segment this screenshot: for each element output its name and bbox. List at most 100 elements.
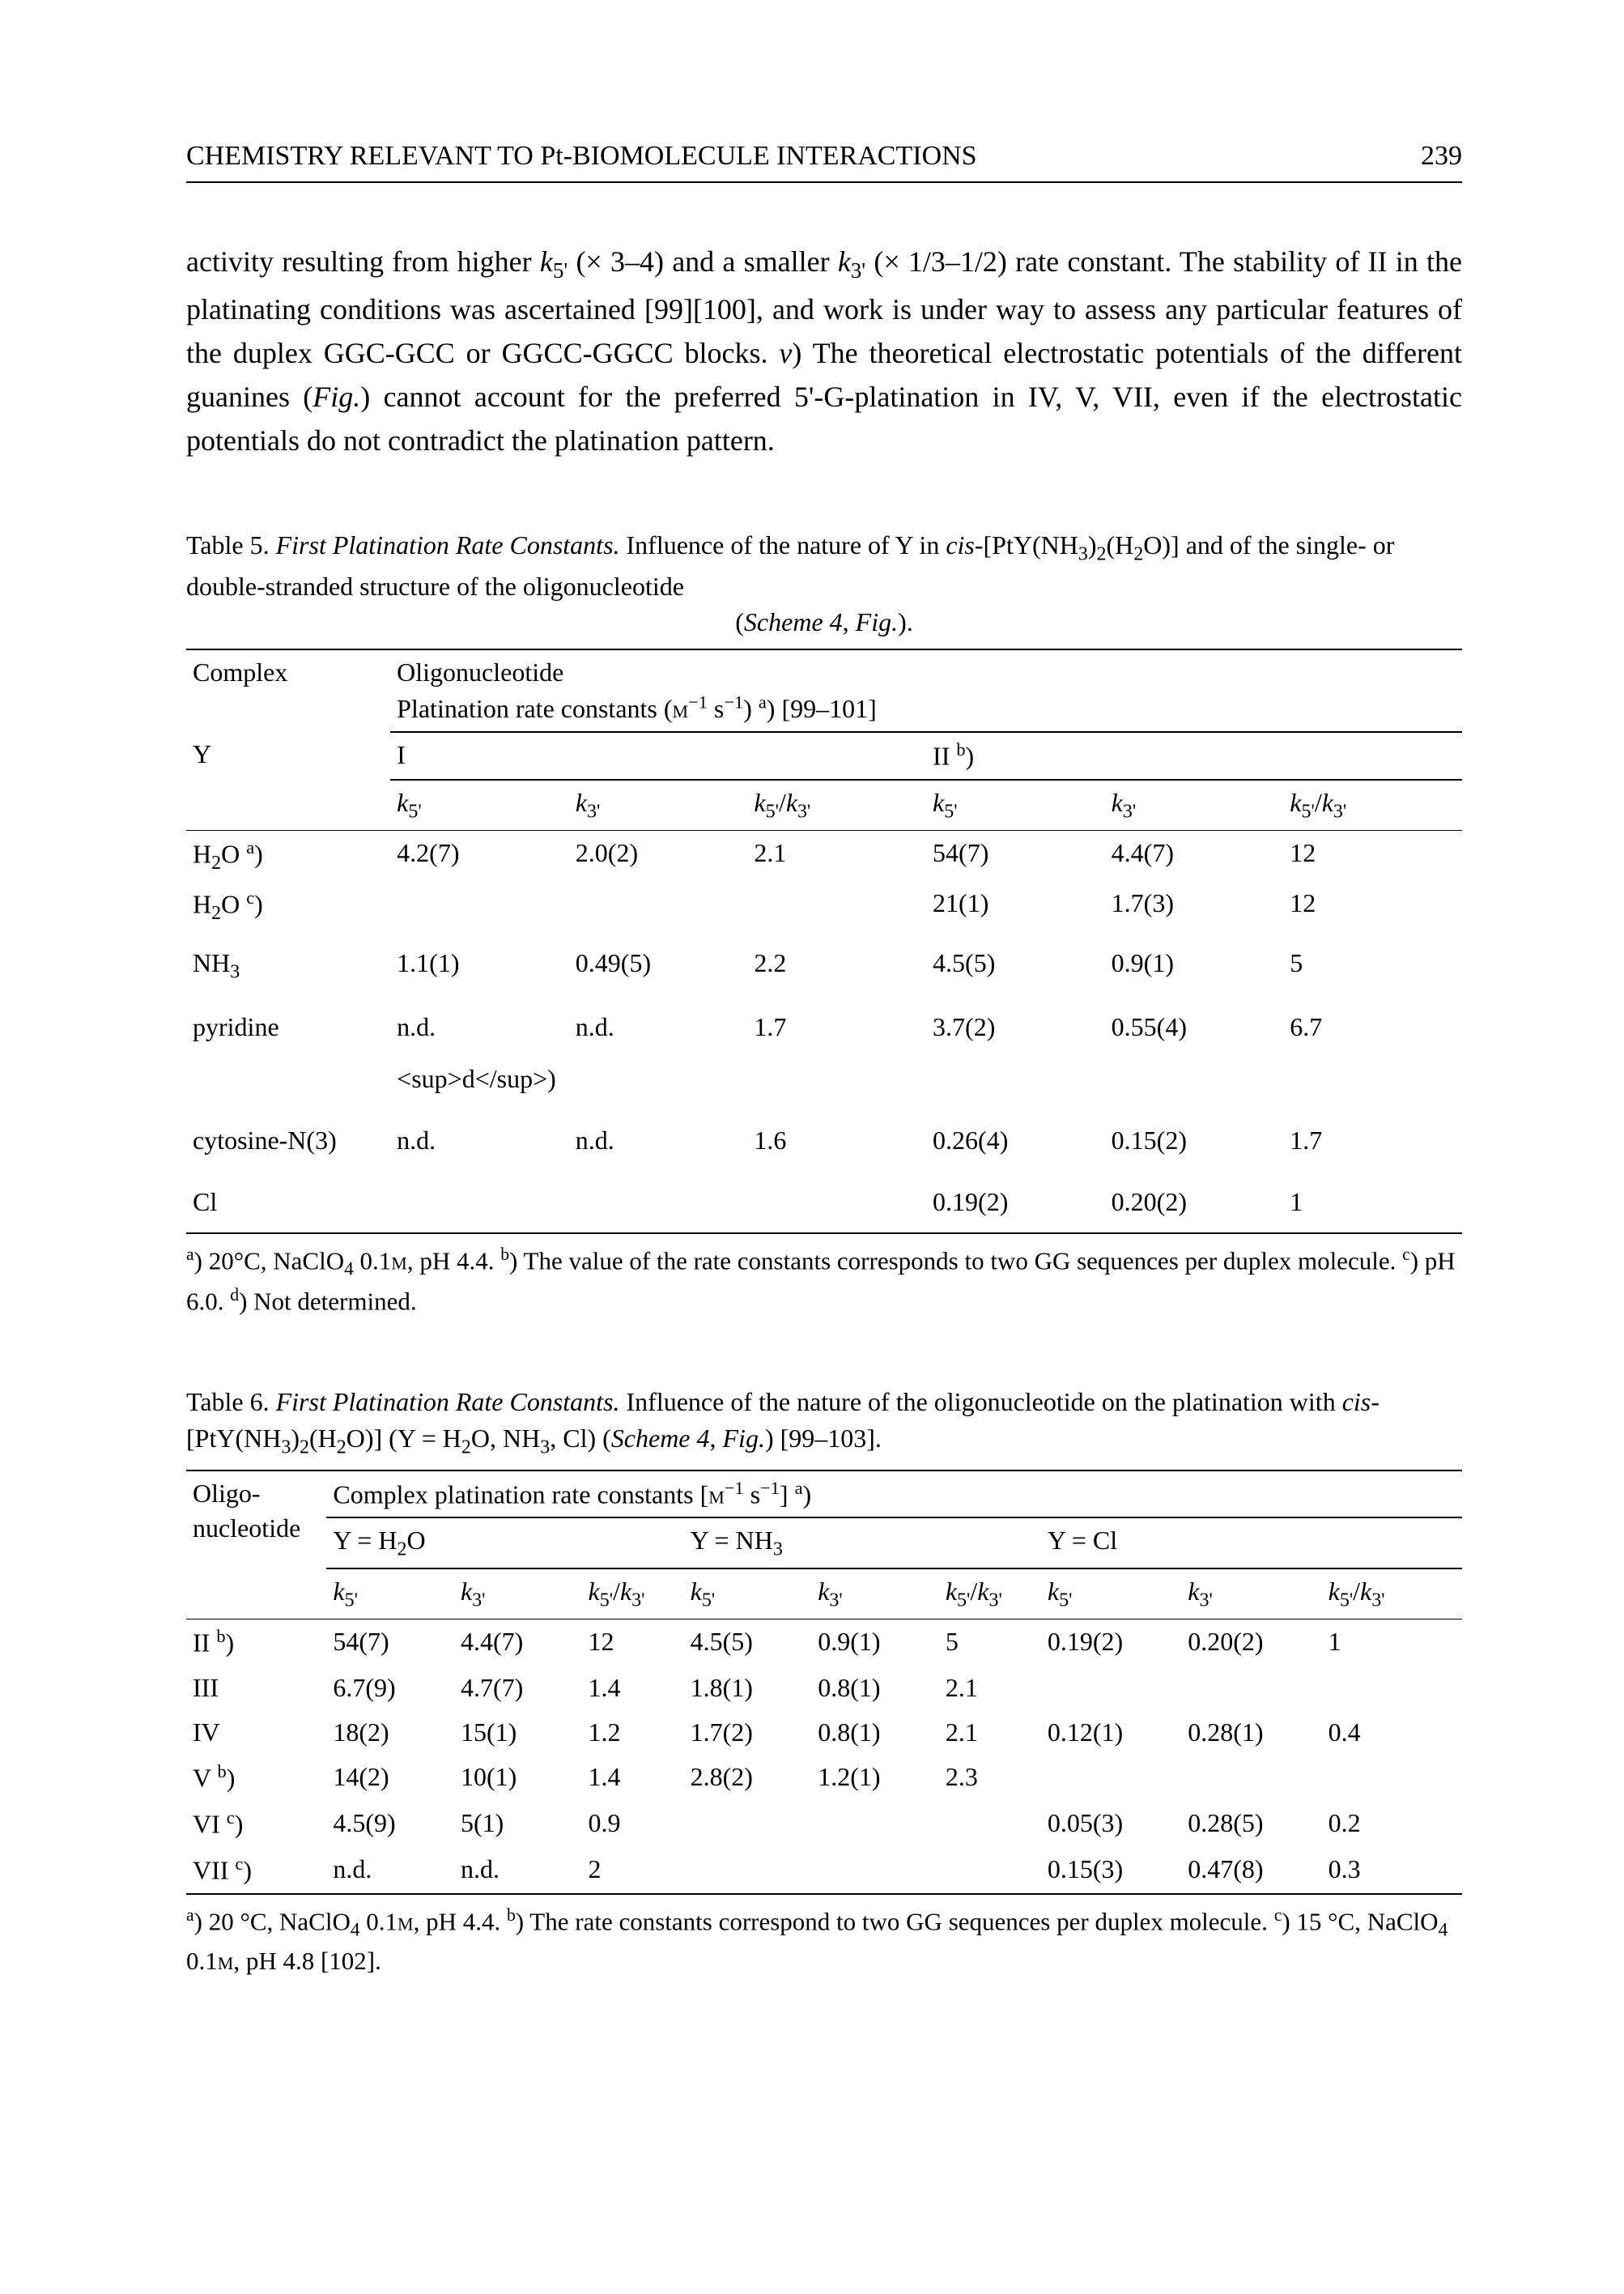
table-cell: 1.7(2): [684, 1710, 812, 1755]
table-cell: 15(1): [454, 1710, 582, 1755]
t5-h-k3-1: k3': [569, 780, 748, 830]
table-cell: 0.05(3): [1041, 1801, 1181, 1847]
table-cell: H2O c): [186, 881, 390, 931]
page: CHEMISTRY RELEVANT TO Pt-BIOMOLECULE INT…: [0, 0, 1624, 2294]
table-row: II b)54(7)4.4(7)124.5(5)0.9(1)50.19(2)0.…: [186, 1619, 1462, 1666]
table-cell: 0.9(1): [811, 1619, 939, 1666]
table-cell: 18(2): [326, 1710, 454, 1755]
table-cell: 4.4(7): [454, 1619, 582, 1666]
table-cell: n.d.: [454, 1847, 582, 1894]
table-cell: 1.4: [582, 1755, 684, 1801]
table-cell: 21(1): [926, 881, 1105, 931]
table-cell: 0.28(1): [1181, 1710, 1321, 1755]
table6-caption: Table 6. First Platination Rate Constant…: [186, 1384, 1462, 1462]
table-cell: 2.3: [939, 1755, 1041, 1801]
table-cell: [569, 881, 748, 931]
body-paragraph: activity resulting from higher k5' (× 3–…: [186, 240, 1462, 462]
table-cell: III: [186, 1666, 326, 1710]
table-cell: [1322, 1666, 1462, 1710]
table-cell: [939, 1801, 1041, 1847]
table-row: H2O a)4.2(7)2.0(2)2.154(7)4.4(7)12: [186, 830, 1462, 881]
table-cell: 5(1): [454, 1801, 582, 1847]
table-cell: 2.1: [939, 1710, 1041, 1755]
table-row: V b)14(2)10(1)1.42.8(2)1.2(1)2.3: [186, 1755, 1462, 1801]
table-cell: [1322, 1755, 1462, 1801]
table-cell: [1041, 1755, 1181, 1801]
table-cell: 0.8(1): [811, 1666, 939, 1710]
table-cell: VI c): [186, 1801, 326, 1847]
table-cell: 2.1: [939, 1666, 1041, 1710]
table5: Complex Oligonucleotide Platination rate…: [186, 649, 1462, 1234]
table-cell: 0.47(8): [1181, 1847, 1321, 1894]
t6-k5-2: k5': [684, 1568, 812, 1619]
t6-r-2: k5'/k3': [939, 1568, 1041, 1619]
table-cell: 4.5(9): [326, 1801, 454, 1847]
table-cell: [569, 1171, 748, 1233]
table-cell: [390, 881, 569, 931]
table-cell: n.d.: [326, 1847, 454, 1894]
table6-footnotes: a) 20 °C, NaClO4 0.1m, pH 4.4. b) The ra…: [186, 1903, 1462, 1978]
t5-head-Y: Y: [186, 732, 390, 830]
page-number: 239: [1421, 138, 1462, 175]
table-row: H2O c) 21(1)1.7(3)12: [186, 881, 1462, 931]
table-cell: 4.4(7): [1105, 830, 1284, 881]
table-cell: 0.19(2): [926, 1171, 1105, 1233]
t6-k5-1: k5': [326, 1568, 454, 1619]
t6-r-1: k5'/k3': [582, 1568, 684, 1619]
t5-h-r-2: k5'/k3': [1283, 780, 1462, 830]
table-cell: 2: [582, 1847, 684, 1894]
table-cell: 10(1): [454, 1755, 582, 1801]
table-cell: 6.7: [1283, 996, 1462, 1109]
table-cell: 0.8(1): [811, 1710, 939, 1755]
table-cell: NH3: [186, 932, 390, 996]
table-cell: [747, 1171, 926, 1233]
table-cell: n.d.: [569, 996, 748, 1109]
table-cell: 1: [1322, 1619, 1462, 1666]
t6-head-oligo: Oligo-nucleotide: [186, 1470, 326, 1619]
t5-h-k3-2: k3': [1105, 780, 1284, 830]
table5-footnotes: a) 20°C, NaClO4 0.1m, pH 4.4. b) The val…: [186, 1242, 1462, 1319]
table-cell: 6.7(9): [326, 1666, 454, 1710]
table-cell: IV: [186, 1710, 326, 1755]
table-cell: 1.1(1): [390, 932, 569, 996]
table-cell: 12: [1283, 830, 1462, 881]
table-cell: [684, 1801, 812, 1847]
table-cell: 1.4: [582, 1666, 684, 1710]
table-cell: 12: [1283, 881, 1462, 931]
table-row: cytosine-N(3)n.d.n.d.1.60.26(4)0.15(2)1.…: [186, 1109, 1462, 1171]
t5-head-II: II b): [926, 732, 1462, 780]
table-cell: 5: [1283, 932, 1462, 996]
table-cell: 3.7(2): [926, 996, 1105, 1109]
table-row: III6.7(9)4.7(7)1.41.8(1)0.8(1)2.1: [186, 1666, 1462, 1710]
table-cell: [811, 1801, 939, 1847]
table-cell: 0.2: [1322, 1801, 1462, 1847]
table-cell: [1181, 1755, 1321, 1801]
table-cell: VII c): [186, 1847, 326, 1894]
table-cell: 0.28(5): [1181, 1801, 1321, 1847]
table-cell: 2.2: [747, 932, 926, 996]
running-head: CHEMISTRY RELEVANT TO Pt-BIOMOLECULE INT…: [186, 138, 1462, 183]
t6-head-rate: Complex platination rate constants [m−1 …: [326, 1470, 1462, 1518]
table-cell: 0.9(1): [1105, 932, 1284, 996]
table-cell: 1.2(1): [811, 1755, 939, 1801]
table-cell: 0.15(2): [1105, 1109, 1284, 1171]
table-cell: 0.26(4): [926, 1109, 1105, 1171]
table-row: VII c)n.d.n.d.20.15(3)0.47(8)0.3: [186, 1847, 1462, 1894]
table-cell: [811, 1847, 939, 1894]
t5-h-k5-1: k5': [390, 780, 569, 830]
table-cell: 4.7(7): [454, 1666, 582, 1710]
t6-k3-2: k3': [811, 1568, 939, 1619]
t6-k3-3: k3': [1181, 1568, 1321, 1619]
t6-h-y1: Y = H2O: [326, 1517, 683, 1568]
table-cell: 1.7(3): [1105, 881, 1284, 931]
t5-head-oligo: Oligonucleotide Platination rate constan…: [390, 649, 1462, 732]
t6-r-3: k5'/k3': [1322, 1568, 1462, 1619]
table-cell: 1: [1283, 1171, 1462, 1233]
table-cell: 4.2(7): [390, 830, 569, 881]
table-cell: [390, 1171, 569, 1233]
table-cell: 1.7: [747, 996, 926, 1109]
t6-k3-1: k3': [454, 1568, 582, 1619]
table-cell: n.d.: [569, 1109, 748, 1171]
t6-k5-3: k5': [1041, 1568, 1181, 1619]
table-cell: [1181, 1666, 1321, 1710]
